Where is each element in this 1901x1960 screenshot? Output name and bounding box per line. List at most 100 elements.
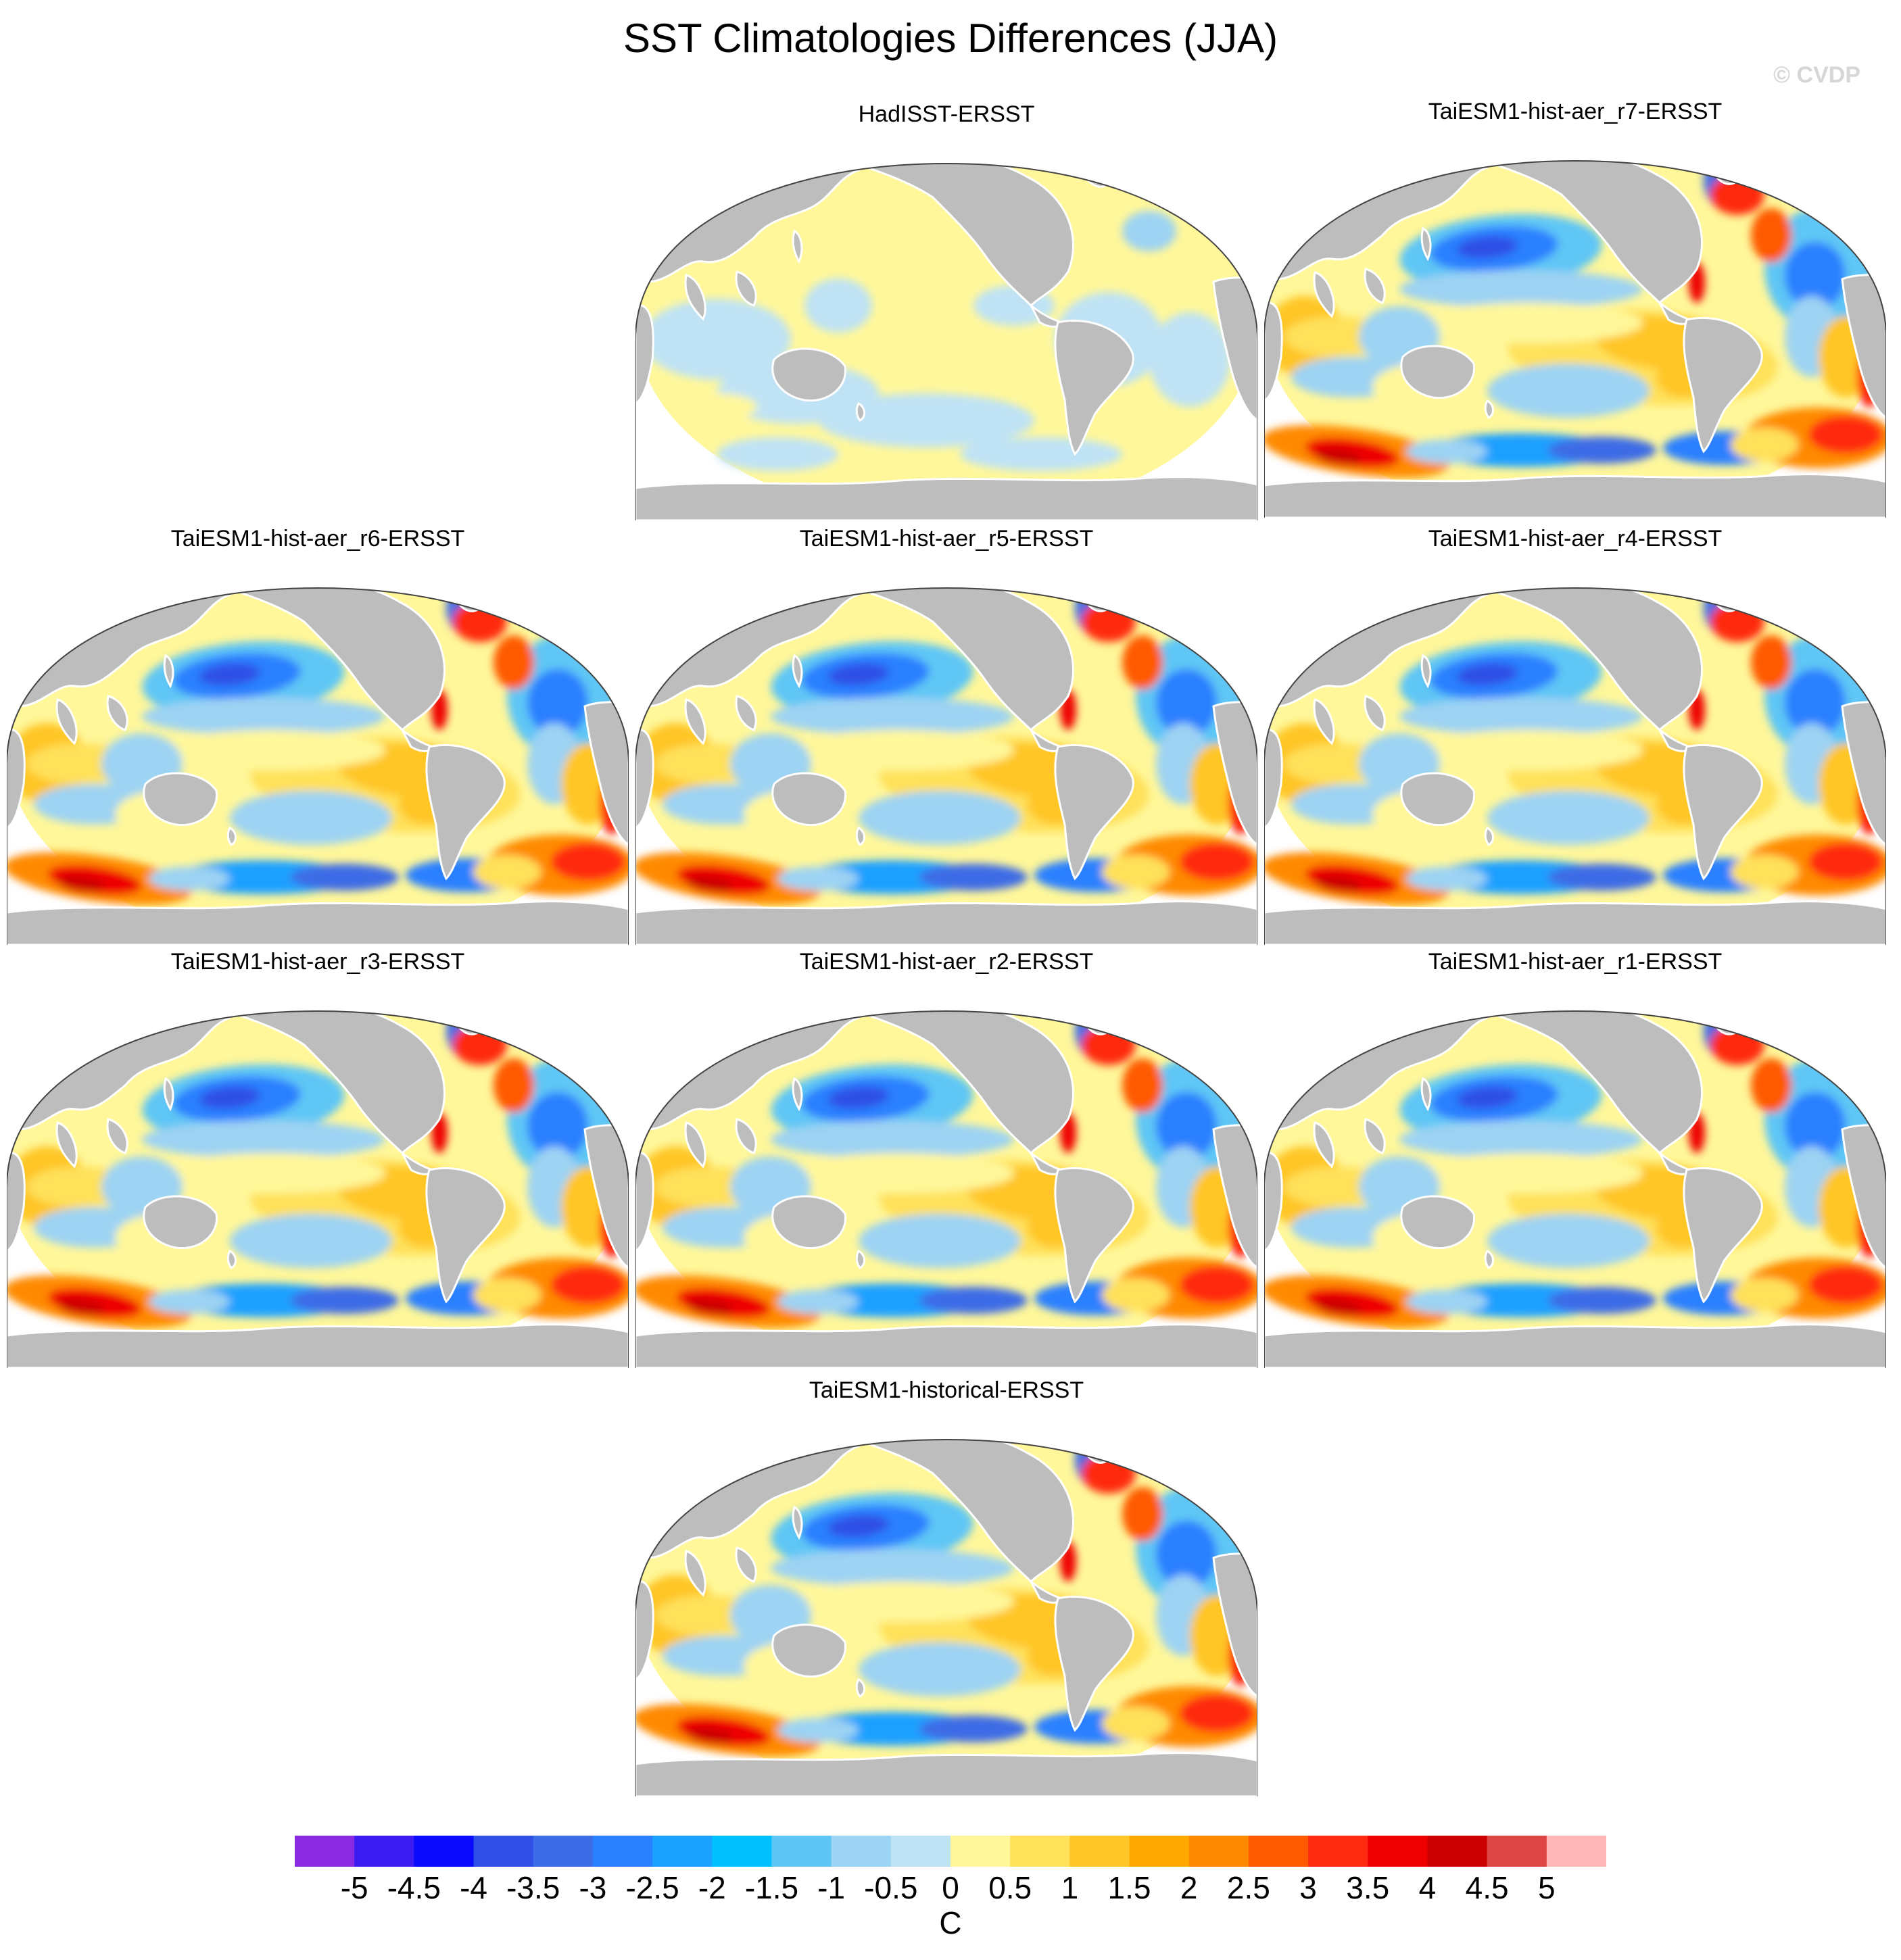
sst-anomaly-patch [777, 1718, 859, 1742]
colorbar-swatch [890, 1836, 951, 1867]
map-outline [635, 587, 1257, 945]
figure-title: SST Climatologies Differences (JJA) [623, 16, 1278, 61]
sst-anomaly-patch [1413, 1153, 1643, 1194]
sst-anomaly-patch [828, 663, 889, 686]
colorbar-tick-label: 0 [942, 1870, 959, 1905]
map-outline [1264, 587, 1886, 945]
sst-anomaly-patch [1122, 1487, 1163, 1541]
panel-title: HadISST-ERSST [858, 101, 1035, 127]
world-map [1264, 587, 1886, 945]
colorbar-tick-label: 5 [1538, 1870, 1556, 1905]
sst-anomaly-patch [1122, 211, 1176, 251]
sst-anomaly-patch [777, 866, 859, 891]
sst-anomaly-patch [1366, 588, 1433, 604]
sst-anomaly-patch [551, 1266, 625, 1304]
panel-title: TaiESM1-hist-aer_r6-ERSST [170, 526, 465, 552]
sst-anomaly-patch [494, 635, 534, 689]
sst-anomaly-patch [919, 1287, 1028, 1314]
world-map [635, 587, 1257, 945]
sst-anomaly-patch [859, 791, 1021, 845]
sst-anomaly-patch [804, 278, 872, 333]
sst-anomaly-patch [1548, 437, 1656, 464]
sst-anomaly-patch [1156, 1092, 1217, 1160]
colorbar-swatch [950, 1836, 1011, 1867]
sst-anomaly-patch [1156, 669, 1217, 737]
map-outline [1264, 160, 1886, 518]
world-map [7, 1010, 629, 1368]
sst-anomaly-patch [1457, 663, 1518, 686]
colorbar-tick-label: -0.5 [864, 1870, 918, 1905]
colorbar-tick-label: -2.5 [625, 1870, 679, 1905]
colorbar-tick-label: -4.5 [387, 1870, 441, 1905]
map-outline [635, 1438, 1257, 1796]
sst-anomaly-patch [1102, 1707, 1170, 1740]
colorbar-swatch [771, 1836, 832, 1867]
sst-anomaly-patch [784, 730, 1014, 770]
sst-anomaly-patch [717, 437, 838, 471]
sst-anomaly-patch [1731, 428, 1798, 462]
sst-anomaly-patch [960, 437, 1122, 471]
sst-anomaly-patch [1366, 161, 1433, 177]
sst-anomaly-patch [1751, 208, 1791, 262]
colorbar-swatch [831, 1836, 892, 1867]
sst-anomaly-patch [291, 1287, 399, 1314]
colorbar-swatch [1427, 1836, 1488, 1867]
sst-anomaly-patch [1180, 843, 1254, 881]
colorbar-swatch [295, 1836, 355, 1867]
sst-anomaly-patch [1487, 1214, 1650, 1268]
sst-anomaly-patch [737, 1011, 804, 1027]
colorbar-tick-label: 2.5 [1226, 1870, 1270, 1905]
sst-anomaly-patch [686, 1727, 733, 1744]
sst-anomaly-patch [1406, 439, 1487, 464]
sst-anomaly-patch [1180, 1266, 1254, 1304]
colorbar-swatch [473, 1836, 534, 1867]
sst-anomaly-patch [1487, 364, 1650, 418]
colorbar-tick-label: -3.5 [506, 1870, 560, 1905]
sst-anomaly-patch [1751, 1058, 1791, 1112]
sst-anomaly-patch [1751, 635, 1791, 689]
sst-anomaly-patch [1315, 448, 1362, 466]
sst-anomaly-patch [1406, 1290, 1487, 1314]
map-panel-historical: TaiESM1-historical-ERSST [635, 1377, 1257, 1796]
sst-anomaly-patch [859, 1642, 1021, 1696]
colorbar-swatch [1069, 1836, 1130, 1867]
sst-anomaly-patch [784, 1582, 1014, 1622]
colorbar-swatch [1248, 1836, 1309, 1867]
sst-anomaly-patch [57, 875, 105, 893]
sst-anomaly-patch [1122, 635, 1163, 689]
map-panel-r6: TaiESM1-hist-aer_r6-ERSST [7, 526, 629, 945]
sst-anomaly-patch [1406, 866, 1487, 891]
sst-anomaly-patch [818, 393, 1034, 447]
world-map [1264, 1010, 1886, 1368]
sst-anomaly-patch [1457, 1086, 1518, 1109]
map-panel-hadisst: HadISST-ERSST [635, 101, 1257, 520]
sst-anomaly-patch [142, 697, 385, 735]
colorbar-swatch [592, 1836, 653, 1867]
sst-anomaly-patch [919, 1715, 1028, 1742]
colorbar-swatch [1487, 1836, 1547, 1867]
colorbar-swatch [1010, 1836, 1070, 1867]
sst-anomaly-patch [1785, 669, 1846, 737]
sst-anomaly-patch [1315, 1298, 1362, 1316]
colorbar-units: C [939, 1905, 962, 1940]
map-panel-r5: TaiESM1-hist-aer_r5-ERSST [635, 526, 1257, 945]
sst-anomaly-patch [686, 875, 733, 893]
sst-anomaly-patch [551, 843, 625, 881]
colorbar-swatch [533, 1836, 594, 1867]
sst-anomaly-patch [1548, 864, 1656, 891]
sst-anomaly-patch [155, 1153, 385, 1194]
sst-anomaly-patch [527, 669, 588, 737]
sst-anomaly-patch [1149, 312, 1230, 407]
sst-anomaly-patch [777, 1290, 859, 1314]
sst-anomaly-patch [230, 791, 392, 845]
colorbar-tick-label: 4.5 [1465, 1870, 1509, 1905]
colorbar-swatch [1546, 1836, 1606, 1867]
sst-anomaly-patch [703, 169, 784, 185]
sst-anomaly-patch [1808, 1266, 1883, 1304]
sst-anomaly-patch [771, 1549, 1014, 1587]
sst-anomaly-patch [149, 1290, 230, 1314]
sst-anomaly-patch [1399, 697, 1643, 735]
colorbar-tick-label: -1.5 [744, 1870, 799, 1905]
colorbar-tick-label: 1.5 [1107, 1870, 1151, 1905]
sst-anomaly-patch [1808, 416, 1883, 454]
